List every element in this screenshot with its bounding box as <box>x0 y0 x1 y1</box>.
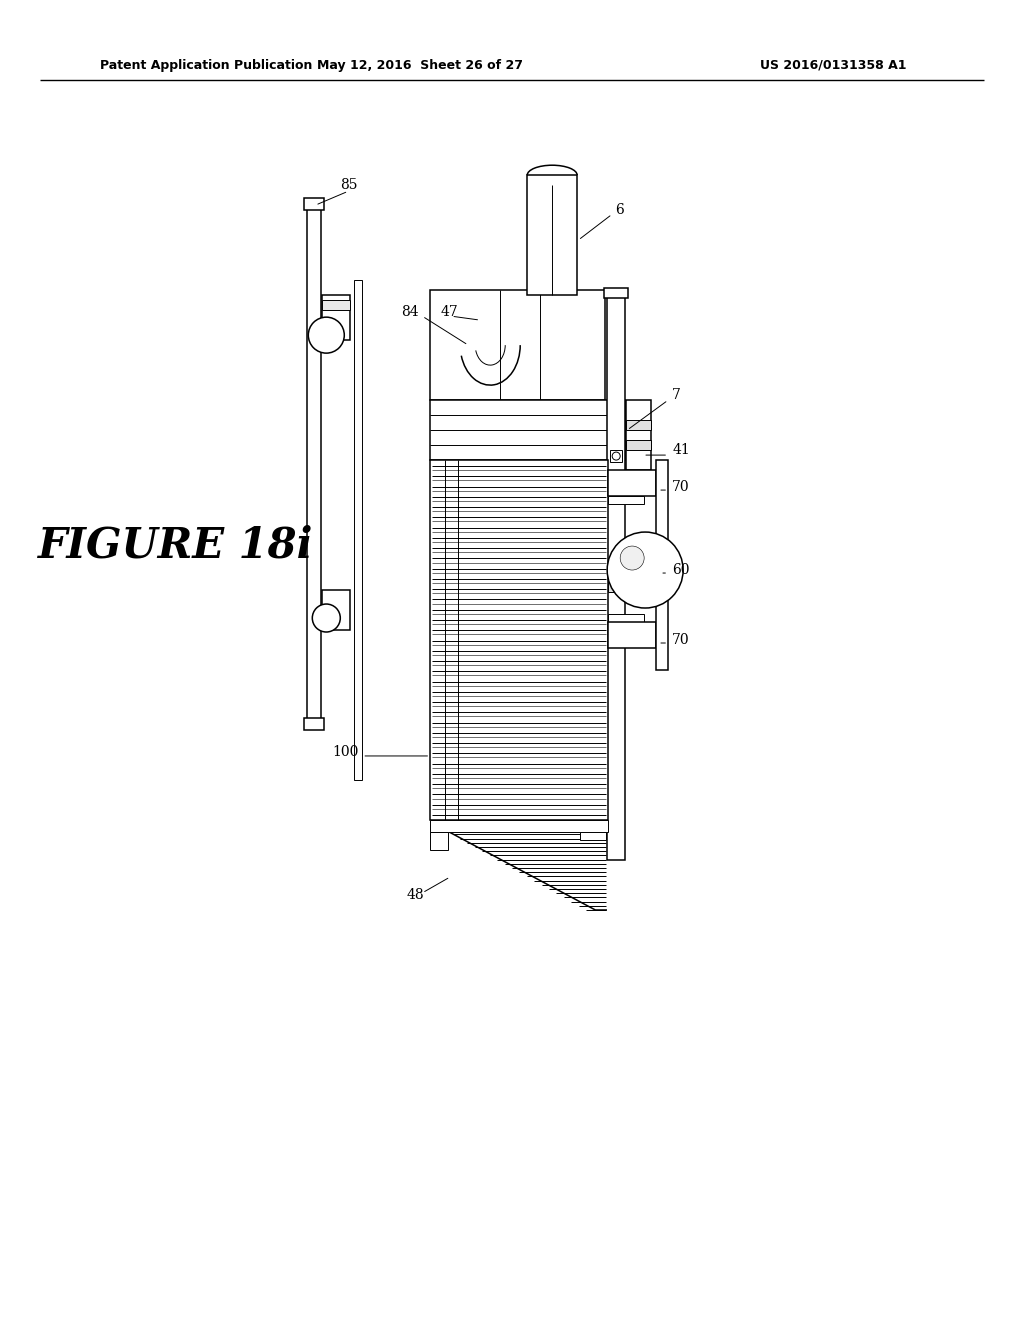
Circle shape <box>621 546 644 570</box>
Bar <box>610 450 623 462</box>
Bar <box>608 470 656 496</box>
Bar <box>323 296 350 341</box>
Circle shape <box>308 317 344 354</box>
Bar <box>581 832 606 840</box>
Text: 41: 41 <box>672 444 690 457</box>
Circle shape <box>607 532 683 609</box>
Text: 47: 47 <box>440 305 458 319</box>
Circle shape <box>612 451 621 461</box>
Text: 7: 7 <box>672 388 681 403</box>
Circle shape <box>312 605 340 632</box>
Text: 6: 6 <box>615 203 624 218</box>
Text: 60: 60 <box>672 564 689 577</box>
Bar <box>354 280 362 780</box>
Bar <box>430 461 608 820</box>
Bar <box>608 622 656 648</box>
Bar <box>626 440 651 450</box>
Text: 70: 70 <box>672 634 690 647</box>
Text: 48: 48 <box>407 888 424 902</box>
Bar <box>607 290 626 859</box>
Bar <box>626 400 651 470</box>
Bar <box>608 614 644 622</box>
Bar <box>430 290 605 400</box>
Bar <box>307 201 322 719</box>
Bar <box>323 300 350 310</box>
Bar <box>430 400 626 461</box>
Bar <box>656 461 668 671</box>
Text: 84: 84 <box>400 305 418 319</box>
Bar <box>323 590 350 630</box>
Bar <box>304 718 325 730</box>
Bar <box>608 579 623 593</box>
Bar <box>623 558 632 566</box>
Bar <box>626 420 651 430</box>
Bar <box>604 288 628 298</box>
Text: 100: 100 <box>332 744 358 759</box>
Text: Patent Application Publication: Patent Application Publication <box>100 59 312 71</box>
Text: US 2016/0131358 A1: US 2016/0131358 A1 <box>760 59 906 71</box>
Text: FIGURE 18i: FIGURE 18i <box>38 524 313 566</box>
Text: May 12, 2016  Sheet 26 of 27: May 12, 2016 Sheet 26 of 27 <box>317 59 523 71</box>
Text: 85: 85 <box>340 178 357 193</box>
Bar <box>430 832 449 850</box>
Bar <box>430 820 608 832</box>
Bar <box>304 198 325 210</box>
Bar <box>608 496 644 504</box>
Text: 70: 70 <box>672 480 690 494</box>
Bar <box>527 176 578 296</box>
